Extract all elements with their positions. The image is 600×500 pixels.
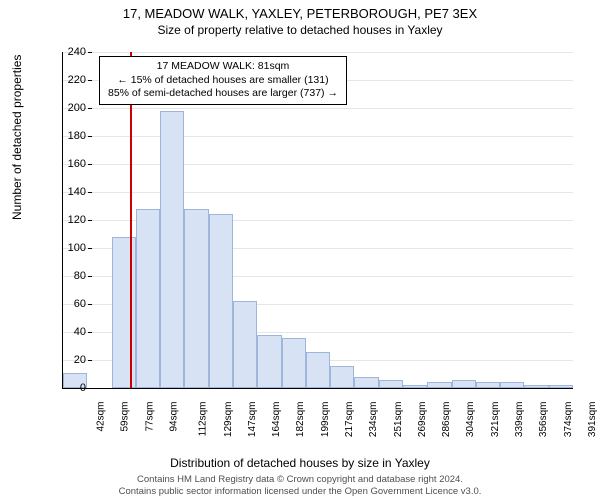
y-tick-label: 160 [46, 158, 86, 170]
x-tick-label: 321sqm [490, 402, 501, 438]
annotation-box: 17 MEADOW WALK: 81sqm ← 15% of detached … [99, 56, 347, 105]
y-tick-label: 180 [46, 130, 86, 142]
y-tick-label: 240 [46, 46, 86, 58]
histogram-bar [257, 335, 281, 388]
y-tick-label: 100 [46, 242, 86, 254]
x-tick-label: 164sqm [271, 402, 282, 438]
y-tick-label: 220 [46, 74, 86, 86]
y-tick-label: 40 [46, 326, 86, 338]
y-tick-label: 20 [46, 354, 86, 366]
histogram-bar [476, 382, 500, 388]
y-axis-label: Number of detached properties [10, 55, 24, 220]
x-tick-label: 77sqm [144, 402, 155, 432]
histogram-bar [160, 111, 184, 388]
x-tick-label: 217sqm [344, 402, 355, 438]
histogram-bar [136, 209, 160, 388]
title-line-2: Size of property relative to detached ho… [0, 23, 600, 37]
x-tick-label: 42sqm [96, 402, 107, 432]
histogram-bar [524, 385, 548, 388]
x-axis-label: Distribution of detached houses by size … [0, 456, 600, 470]
y-tick-label: 80 [46, 270, 86, 282]
gridline [63, 192, 573, 193]
x-tick-label: 129sqm [223, 402, 234, 438]
gridline [63, 136, 573, 137]
histogram-bar [403, 385, 427, 388]
footer-line-2: Contains public sector information licen… [0, 486, 600, 498]
x-tick-label: 391sqm [587, 402, 598, 438]
x-tick-label: 182sqm [296, 402, 307, 438]
x-tick-label: 286sqm [441, 402, 452, 438]
histogram-bar [427, 382, 451, 388]
x-tick-label: 374sqm [563, 402, 574, 438]
histogram-bar [184, 209, 208, 388]
x-tick-label: 251sqm [393, 402, 404, 438]
chart-title-block: 17, MEADOW WALK, YAXLEY, PETERBOROUGH, P… [0, 0, 600, 37]
annotation-line-1: 17 MEADOW WALK: 81sqm [108, 60, 338, 74]
x-tick-label: 356sqm [538, 402, 549, 438]
histogram-bar [209, 214, 233, 388]
y-tick-label: 120 [46, 214, 86, 226]
y-tick-label: 200 [46, 102, 86, 114]
x-tick-label: 199sqm [320, 402, 331, 438]
x-tick-label: 269sqm [417, 402, 428, 438]
annotation-line-2: ← 15% of detached houses are smaller (13… [108, 74, 338, 88]
x-tick-label: 339sqm [514, 402, 525, 438]
x-tick-label: 112sqm [198, 402, 209, 437]
histogram-chart: 17 MEADOW WALK: 81sqm ← 15% of detached … [62, 52, 573, 389]
gridline [63, 52, 573, 53]
x-tick-label: 304sqm [466, 402, 477, 438]
histogram-bar [500, 382, 524, 388]
y-tick-label: 60 [46, 298, 86, 310]
histogram-bar [306, 352, 330, 388]
x-tick-label: 94sqm [169, 402, 180, 432]
x-tick-label: 59sqm [120, 402, 131, 432]
footer-attribution: Contains HM Land Registry data © Crown c… [0, 474, 600, 498]
title-line-1: 17, MEADOW WALK, YAXLEY, PETERBOROUGH, P… [0, 6, 600, 21]
histogram-bar [379, 380, 403, 388]
x-tick-label: 234sqm [368, 402, 379, 438]
gridline [63, 108, 573, 109]
y-tick-label: 0 [46, 382, 86, 394]
gridline [63, 164, 573, 165]
histogram-bar [330, 366, 354, 388]
footer-line-1: Contains HM Land Registry data © Crown c… [0, 474, 600, 486]
histogram-bar [112, 237, 136, 388]
annotation-line-3: 85% of semi-detached houses are larger (… [108, 87, 338, 101]
histogram-bar [549, 385, 573, 388]
y-tick-label: 140 [46, 186, 86, 198]
histogram-bar [282, 338, 306, 388]
histogram-bar [233, 301, 257, 388]
histogram-bar [354, 377, 378, 388]
histogram-bar [452, 380, 476, 388]
x-tick-label: 147sqm [247, 402, 258, 438]
